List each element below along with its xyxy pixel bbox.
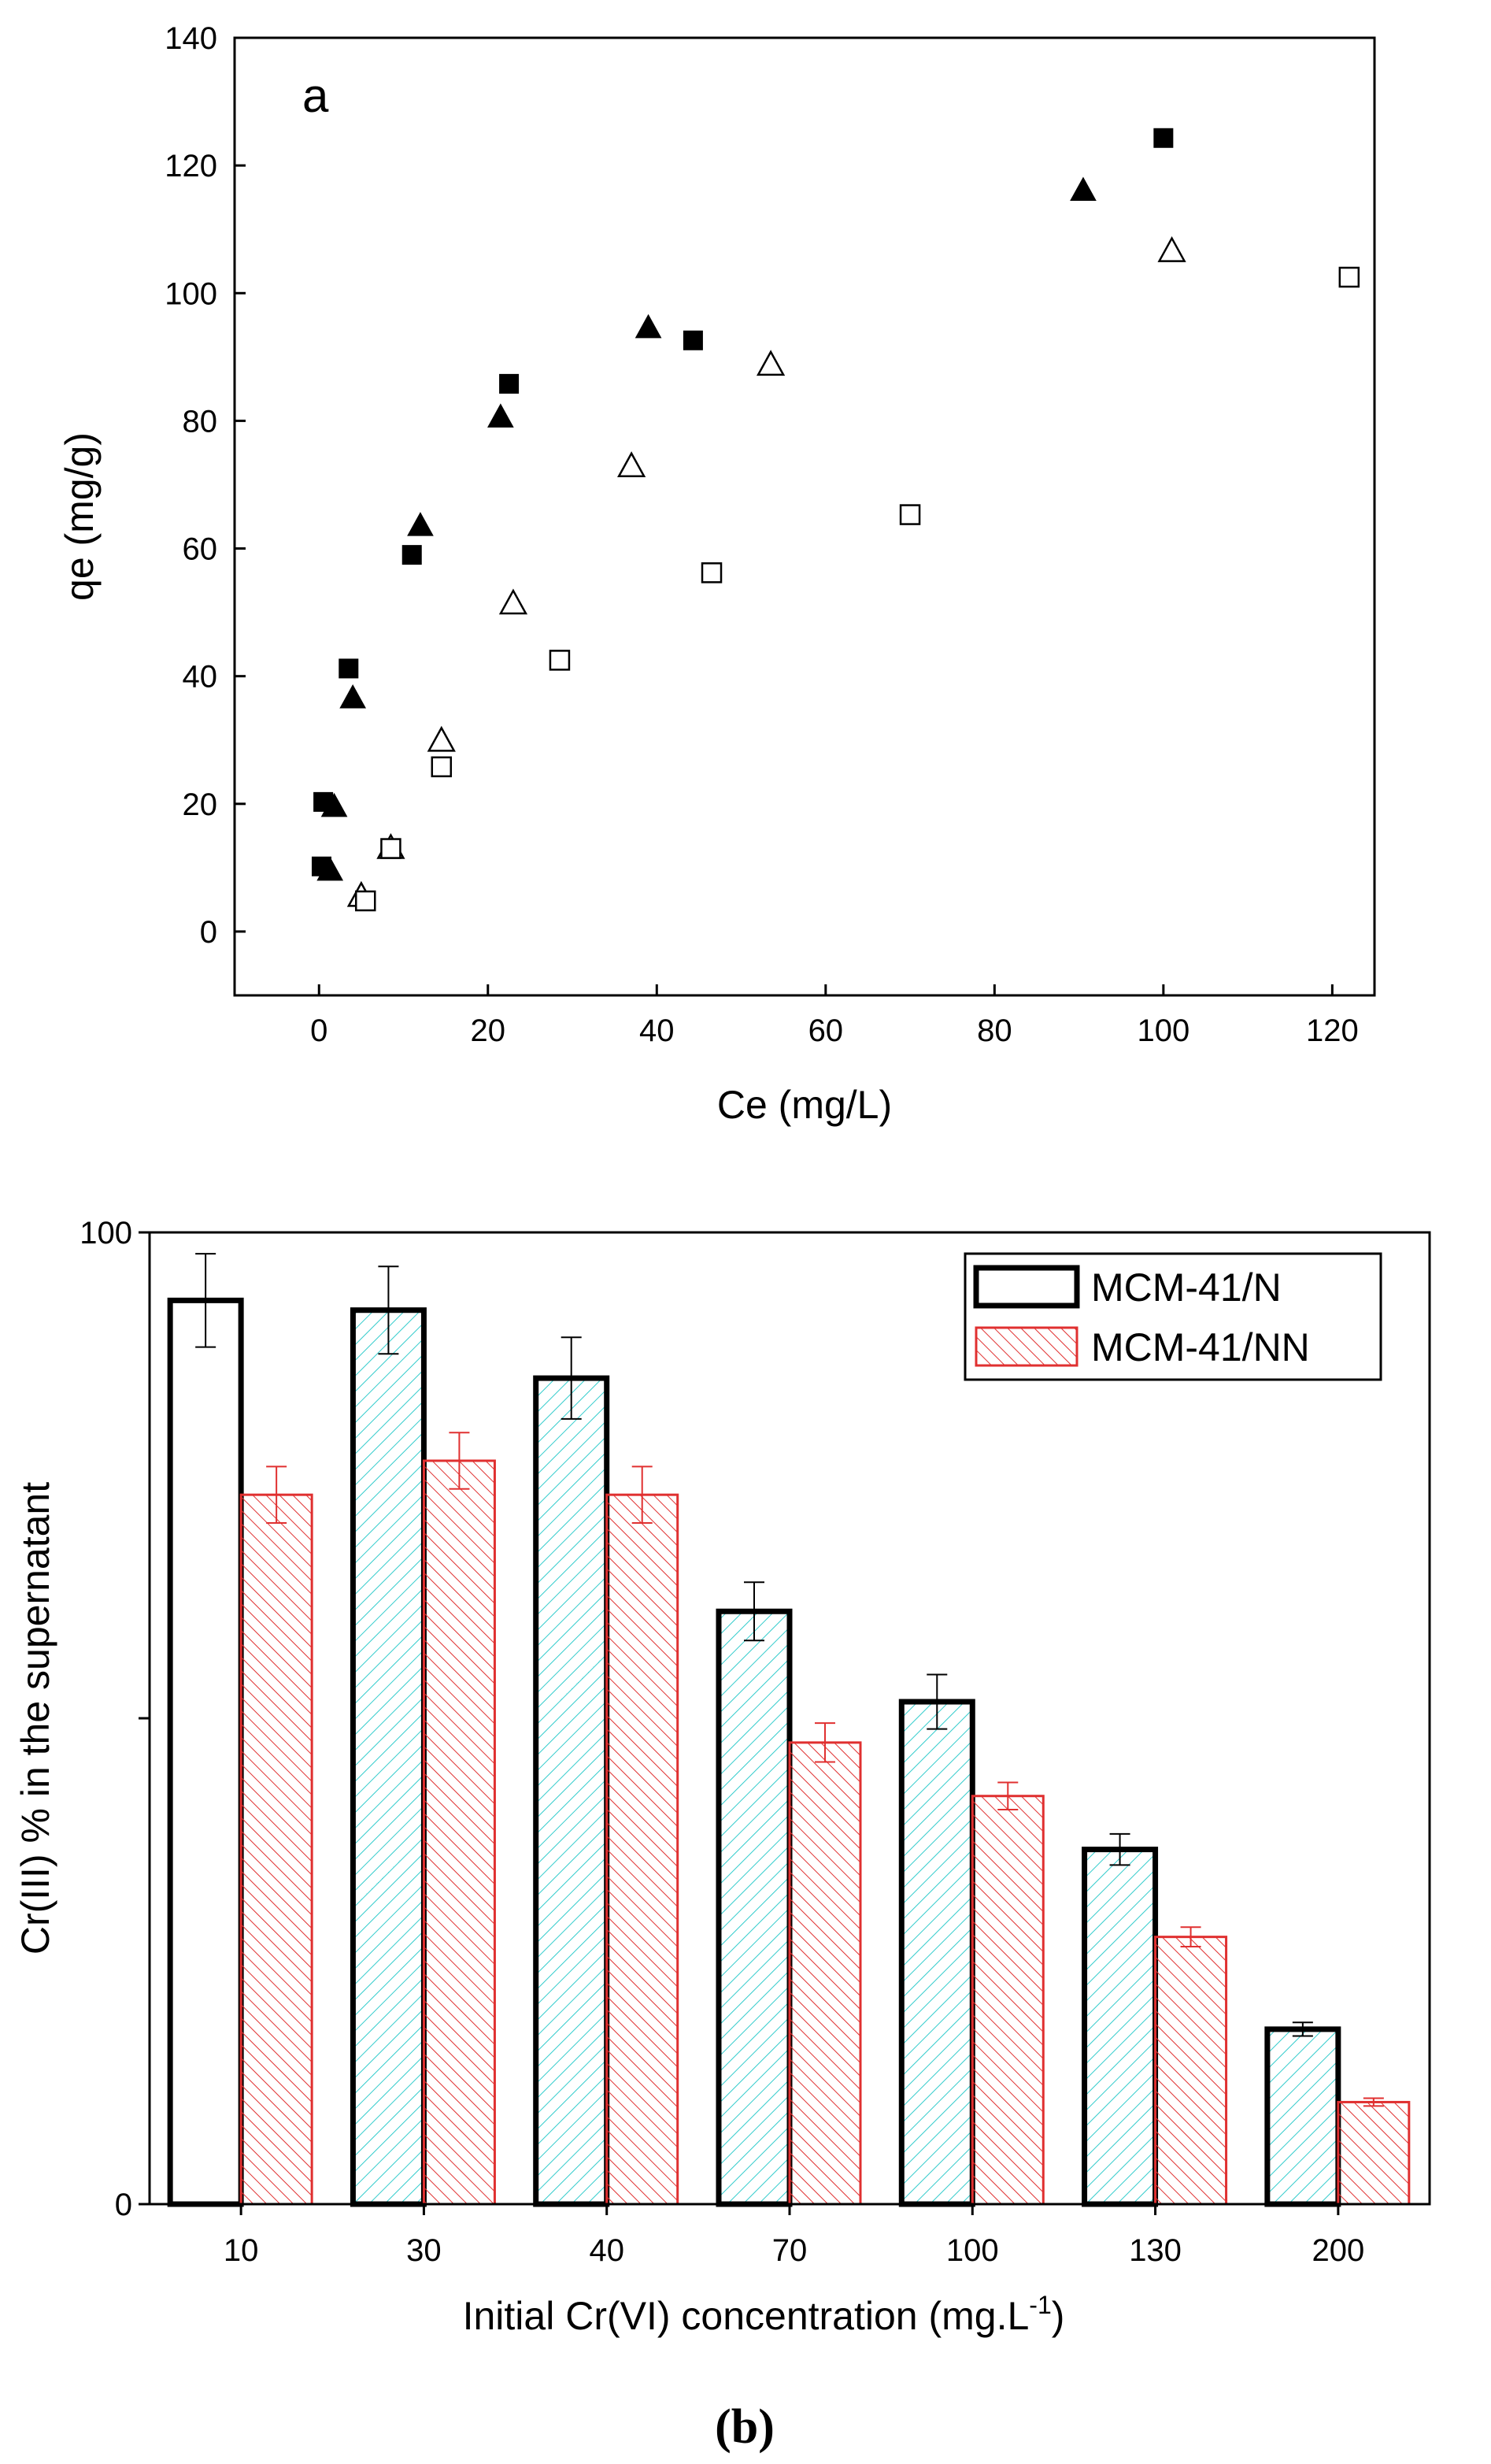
filled-triangle-point — [320, 792, 348, 817]
chart-a-panel-label: a — [302, 69, 329, 122]
y-tick-label: 80 — [183, 404, 218, 439]
open-square-point — [701, 562, 723, 584]
chart-a-scatter: a 0 20 40 60 80 100 120 0 20 40 60 80 100 120 140 Ce … — [57, 21, 1376, 1127]
filled-triangle-point — [635, 313, 662, 339]
filled-triangle-point — [487, 403, 514, 428]
filled-triangle-point — [339, 684, 367, 709]
chart-b-y-ticks: 0 100 — [80, 1216, 150, 2222]
chart-a-points — [311, 128, 1360, 912]
x-tick-label: 0 — [310, 1013, 327, 1048]
open-square-point — [1338, 266, 1360, 288]
y-tick-label: 140 — [165, 21, 217, 56]
open-triangle-point — [1157, 235, 1186, 262]
bar-mcm41-n-40 — [533, 1375, 610, 2207]
open-triangle-point — [617, 451, 646, 478]
x-tick-label: 60 — [808, 1013, 844, 1048]
x-tick-label: 20 — [471, 1013, 506, 1048]
bar-mcm41-nn-10 — [239, 1493, 313, 2206]
chart-b-x-axis-label: Initial Cr(VI) concentration (mg.L-1) — [463, 2291, 1065, 2338]
legend-swatch-mcm41-nn — [975, 1326, 1078, 1367]
bar-mcm41-nn-100 — [971, 1795, 1045, 2206]
chart-a-x-ticks: 0 20 40 60 80 100 120 — [310, 984, 1359, 1048]
filled-square-point — [499, 373, 520, 394]
y-tick-label: 0 — [200, 915, 217, 950]
chart-b-y-axis-label: Cr(III) % in the supernatant — [13, 1482, 57, 1955]
y-tick-label: 20 — [183, 787, 218, 822]
chart-b-bars — [167, 1253, 1411, 2207]
x-tick-label: 200 — [1312, 2233, 1364, 2268]
chart-b-bar: 10 30 40 70 100 130 200 0 100 MCM-41/N MCM-41/N… — [13, 1216, 1431, 2338]
chart-b-x-ticks: 10 30 40 70 100 130 200 — [224, 2204, 1364, 2268]
x-axis-label-main: Initial Cr(VI) concentration (mg.L — [463, 2294, 1030, 2338]
filled-square-point — [339, 658, 359, 679]
chart-a-x-axis-label: Ce (mg/L) — [717, 1083, 892, 1127]
open-square-point — [431, 756, 453, 778]
x-tick-label: 120 — [1306, 1013, 1359, 1048]
legend-label-mcm41-n: MCM-41/N — [1091, 1265, 1282, 1310]
x-tick-label: 30 — [406, 2233, 442, 2268]
y-tick-label: 40 — [183, 660, 218, 695]
x-axis-label-superscript: -1 — [1029, 2291, 1051, 2319]
filled-square-point — [1153, 128, 1174, 148]
bar-mcm41-nn-30 — [422, 1459, 496, 2206]
bar-mcm41-n-30 — [350, 1307, 427, 2207]
x-axis-label-end: ) — [1052, 2294, 1065, 2338]
x-tick-label: 40 — [589, 2233, 624, 2268]
open-square-point — [380, 838, 401, 859]
figure-label: (b) — [715, 2400, 775, 2454]
bar-mcm41-nn-130 — [1154, 1936, 1228, 2206]
x-tick-label: 10 — [224, 2233, 259, 2268]
chart-a-y-ticks: 0 20 40 60 80 100 120 140 — [165, 21, 246, 950]
open-triangle-point — [756, 350, 786, 376]
filled-triangle-point — [407, 512, 434, 536]
bar-mcm41-nn-40 — [605, 1493, 679, 2206]
y-tick-label: 100 — [165, 276, 217, 311]
open-square-point — [355, 890, 376, 912]
x-tick-label: 70 — [772, 2233, 808, 2268]
x-tick-label: 40 — [639, 1013, 675, 1048]
bar-mcm41-nn-70 — [788, 1741, 862, 2206]
x-tick-label: 100 — [1137, 1013, 1189, 1048]
filled-square-point — [683, 330, 703, 350]
filled-triangle-point — [1070, 176, 1097, 202]
open-triangle-point — [427, 725, 456, 752]
chart-b-legend: MCM-41/N MCM-41/NN — [964, 1252, 1382, 1381]
bar-mcm41-nn-200 — [1337, 2100, 1411, 2206]
open-triangle-point — [498, 588, 528, 615]
open-square-point — [899, 504, 921, 525]
y-tick-label: 60 — [183, 532, 218, 567]
y-tick-label: 0 — [115, 2188, 132, 2222]
y-tick-label: 100 — [80, 1216, 132, 1251]
bar-mcm41-n-130 — [1082, 1847, 1159, 2207]
bar-mcm41-n-100 — [898, 1699, 975, 2207]
bar-mcm41-n-10 — [167, 1297, 244, 2207]
legend-label-mcm41-nn: MCM-41/NN — [1091, 1325, 1310, 1369]
x-tick-label: 100 — [946, 2233, 999, 2268]
bar-mcm41-n-70 — [716, 1608, 793, 2207]
filled-square-point — [401, 545, 422, 565]
x-tick-label: 130 — [1129, 2233, 1182, 2268]
bar-mcm41-n-200 — [1264, 2026, 1341, 2207]
x-tick-label: 80 — [977, 1013, 1012, 1048]
chart-a-y-axis-label: qe (mg/g) — [57, 432, 102, 601]
chart-a-plot-frame — [233, 36, 1376, 997]
filled-triangle-point — [316, 856, 344, 881]
legend-swatch-mcm41-n — [973, 1265, 1080, 1309]
y-tick-label: 120 — [165, 149, 217, 183]
open-square-point — [549, 650, 571, 671]
